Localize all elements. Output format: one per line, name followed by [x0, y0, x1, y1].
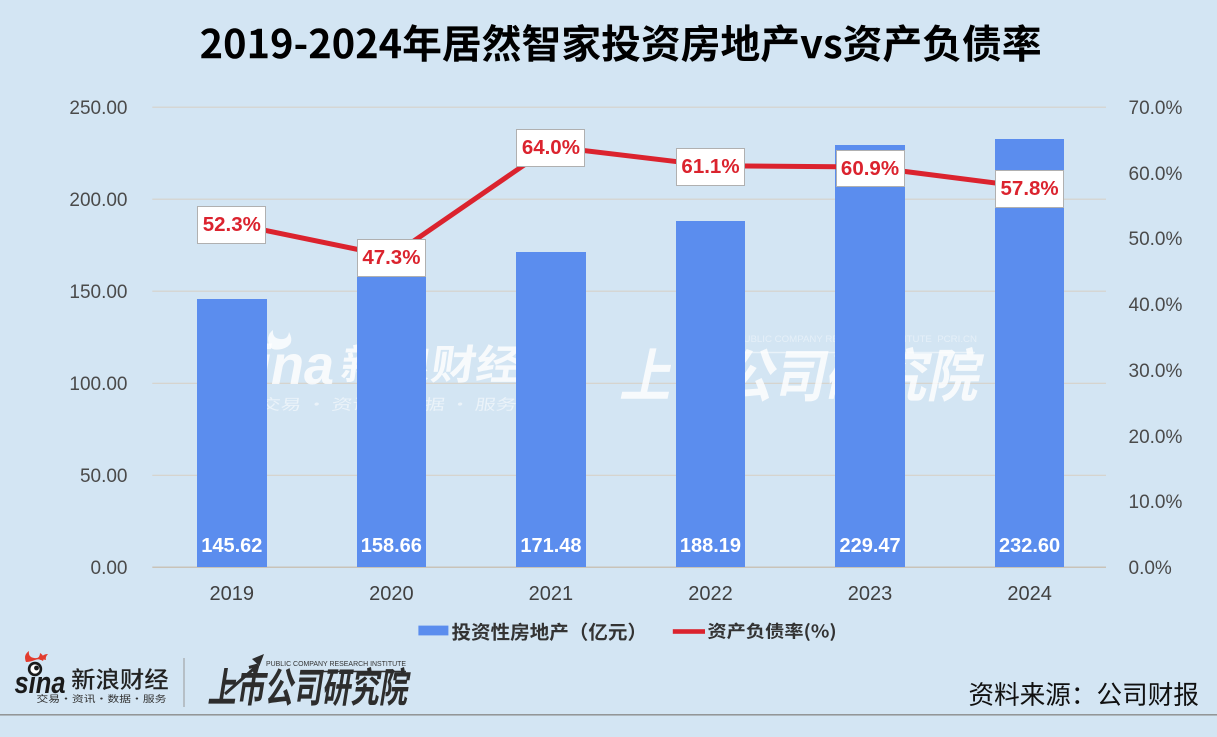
svg-text:PUBLIC COMPANY RESEARCH INSTIT: PUBLIC COMPANY RESEARCH INSTITUTE: [266, 661, 406, 668]
